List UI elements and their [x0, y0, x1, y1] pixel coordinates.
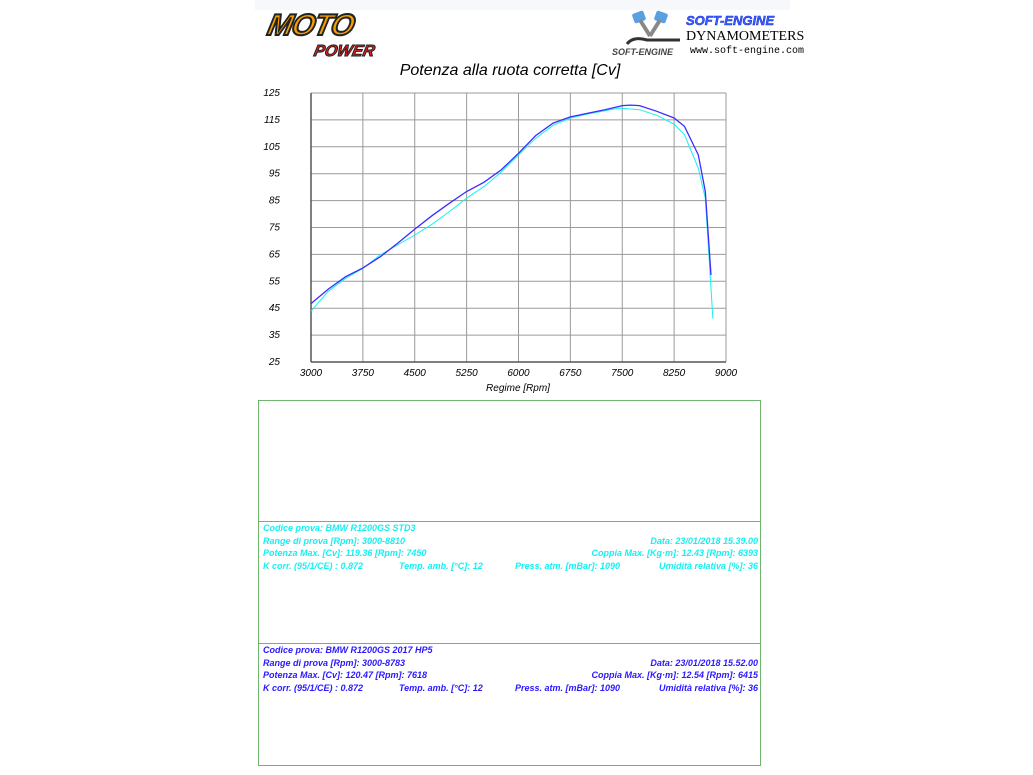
test-info-panel: Codice prova: BMW R1200GS STD3 Range di … — [258, 400, 761, 766]
humidity: Umidità relativa [%]: 36 — [658, 560, 758, 571]
y-tick-label: 55 — [269, 276, 281, 287]
x-tick-label: 8250 — [663, 368, 686, 379]
x-tick-label: 5250 — [456, 368, 479, 379]
chart-title: Potenza alla ruota corretta [Cv] — [399, 62, 621, 79]
test-info-2: Codice prova: BMW R1200GS 2017 HP5 Range… — [263, 644, 758, 694]
y-tick-label: 85 — [269, 196, 281, 207]
humidity: Umidità relativa [%]: 36 — [658, 682, 758, 693]
y-tick-label: 25 — [268, 357, 281, 368]
max-power: Potenza Max. [Cv]: 119.36 [Rpm]: 7450 — [263, 548, 427, 558]
y-tick-label: 65 — [269, 249, 281, 260]
y-tick-label: 45 — [269, 303, 281, 314]
max-torque: Coppia Max. [Kg·m]: 12.54 [Rpm]: 6415 — [591, 670, 758, 680]
x-tick-label: 4500 — [404, 368, 427, 379]
test-range: Range di prova [Rpm]: 3000-8810 — [263, 535, 406, 546]
power-curve-1 — [310, 107, 714, 319]
test-info-1: Codice prova: BMW R1200GS STD3 Range di … — [263, 522, 758, 572]
x-tick-label: 6000 — [507, 368, 530, 379]
test-date: Data: 23/01/2018 15.52.00 — [650, 657, 758, 668]
y-tick-label: 105 — [263, 142, 280, 153]
y-tick-label: 125 — [263, 88, 280, 99]
x-axis-label: Regime [Rpm] — [486, 383, 550, 394]
y-tick-label: 75 — [269, 223, 281, 234]
power-chart: 3000 3750 4500 5250 6000 6750 7500 8250 9000 25 35… — [263, 88, 738, 394]
soft-engine-mark: SOFT-ENGINE — [612, 47, 674, 57]
x-tick-label: 7500 — [611, 368, 634, 379]
max-power: Potenza Max. [Cv]: 120.47 [Rpm]: 7618 — [263, 670, 428, 680]
power-curve-2 — [310, 104, 712, 305]
x-tick-label: 3000 — [300, 368, 323, 379]
test-date: Data: 23/01/2018 15.39.00 — [650, 535, 758, 546]
piston-icon — [625, 10, 680, 45]
ambient-temp: Temp. amb. [°C]: 12 — [399, 682, 483, 693]
soft-engine-url: www.soft-engine.com — [690, 46, 805, 57]
test-code: Codice prova: BMW R1200GS STD3 — [263, 523, 416, 533]
soft-engine-subtitle: DYNAMOMETERS — [686, 29, 805, 44]
y-tick-label: 115 — [264, 115, 280, 126]
atm-pressure: Press. atm. [mBar]: 1090 — [515, 682, 621, 693]
x-tick-label: 9000 — [715, 368, 738, 379]
x-tick-label: 6750 — [559, 368, 582, 379]
divider — [259, 521, 760, 522]
y-tick-label: 35 — [269, 330, 281, 341]
atm-pressure: Press. atm. [mBar]: 1090 — [515, 560, 621, 571]
x-tick-label: 3750 — [352, 368, 375, 379]
divider — [259, 643, 760, 644]
soft-engine-title: SOFT-ENGINE — [686, 13, 775, 29]
top-strip — [255, 0, 790, 10]
test-range: Range di prova [Rpm]: 3000-8783 — [263, 657, 406, 668]
ambient-temp: Temp. amb. [°C]: 12 — [399, 560, 483, 571]
max-torque: Coppia Max. [Kg·m]: 12.43 [Rpm]: 6393 — [591, 548, 758, 558]
k-corr: K corr. (95/1/CE) : 0.872 — [263, 560, 364, 571]
y-tick-label: 95 — [269, 169, 281, 180]
test-code: Codice prova: BMW R1200GS 2017 HP5 — [263, 645, 433, 655]
k-corr: K corr. (95/1/CE) : 0.872 — [263, 682, 364, 693]
